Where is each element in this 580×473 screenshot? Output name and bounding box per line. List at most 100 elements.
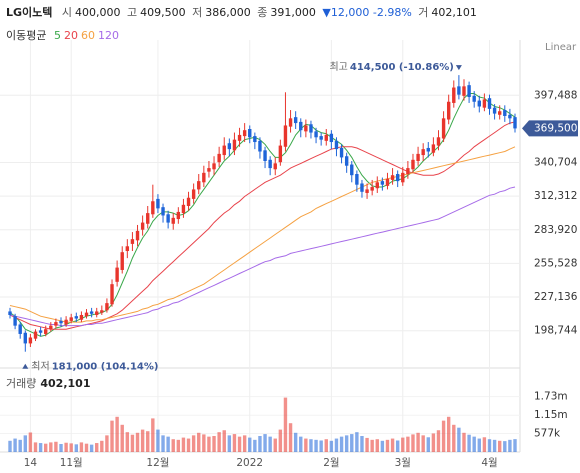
volume-bar bbox=[222, 430, 226, 452]
change: ▼12,000 -2.98% bbox=[322, 6, 412, 19]
volume-bar bbox=[95, 443, 99, 452]
volume-bar bbox=[365, 437, 369, 452]
volume-bar bbox=[186, 438, 191, 452]
candle-body bbox=[222, 145, 226, 156]
price-marker-label: 369,500 bbox=[534, 122, 577, 134]
y-tick-label: 283,920 bbox=[534, 224, 577, 236]
candle-body bbox=[120, 252, 124, 270]
candle-body bbox=[8, 311, 12, 315]
ma-legend-item: 60 bbox=[80, 29, 95, 42]
candle-body bbox=[130, 239, 135, 244]
ma-line bbox=[9, 186, 516, 327]
volume-bar bbox=[140, 429, 145, 452]
candle-body bbox=[89, 311, 94, 314]
volume-title: 거래량 402,101 bbox=[6, 377, 90, 390]
annotation-text: 최고 bbox=[329, 61, 347, 73]
volume-bar bbox=[23, 435, 28, 452]
volume-bar bbox=[268, 436, 272, 452]
volume-bar bbox=[64, 442, 68, 452]
candle-body bbox=[283, 125, 288, 147]
candle-body bbox=[497, 111, 502, 115]
candle-body bbox=[395, 174, 400, 182]
candle-body bbox=[151, 201, 155, 215]
volume-bar bbox=[380, 440, 385, 452]
volume-bar bbox=[309, 439, 313, 452]
candle-body bbox=[186, 197, 191, 206]
annotation: 최저 181,000 (104.14%) bbox=[31, 361, 158, 373]
volume-bar bbox=[84, 443, 89, 452]
candle-body bbox=[84, 312, 89, 317]
candle-body bbox=[253, 136, 257, 143]
volume-bar bbox=[487, 439, 492, 452]
candle-body bbox=[232, 139, 237, 151]
volume-bar bbox=[263, 434, 267, 452]
volume-bar bbox=[436, 430, 441, 452]
volume-title-value: 402,101 bbox=[40, 377, 90, 390]
candle-body bbox=[350, 164, 354, 176]
volume-bar bbox=[156, 429, 160, 452]
candle-body bbox=[360, 183, 364, 192]
candle-body bbox=[28, 337, 33, 344]
volume-bar bbox=[181, 437, 186, 452]
volume-bar bbox=[69, 443, 73, 452]
candle-body bbox=[263, 150, 267, 161]
candle-body bbox=[334, 140, 339, 150]
volume-bar bbox=[237, 436, 242, 452]
volume-bar bbox=[166, 436, 170, 452]
volume-bar bbox=[477, 438, 481, 452]
volume-bar bbox=[146, 431, 150, 452]
candle-body bbox=[355, 174, 359, 185]
field-label: 저 bbox=[192, 6, 203, 19]
volume-bar bbox=[355, 432, 359, 452]
volume-bar bbox=[242, 435, 247, 452]
ma-line bbox=[9, 93, 516, 337]
candle-body bbox=[237, 134, 242, 141]
volume-bar bbox=[125, 432, 130, 452]
candle-body bbox=[513, 117, 517, 129]
candle-body bbox=[477, 100, 481, 107]
volume-bar bbox=[248, 437, 252, 452]
header: LG이노텍 시 400,000 고 409,500 저 386,000 종 391,00… bbox=[6, 4, 480, 20]
candle-body bbox=[258, 140, 262, 152]
price-marker bbox=[522, 120, 578, 137]
volume-bar bbox=[462, 432, 466, 452]
field-value: 391,000 bbox=[270, 6, 316, 19]
volume-bar bbox=[329, 440, 334, 452]
y-tick-label: 340,704 bbox=[534, 157, 578, 169]
volume-bar bbox=[59, 444, 63, 452]
volume-bar bbox=[421, 435, 425, 452]
candle-body bbox=[385, 178, 390, 186]
volume-bar bbox=[89, 444, 94, 452]
candle-body bbox=[105, 303, 109, 311]
volume-bar bbox=[324, 439, 328, 452]
volume-bar bbox=[115, 416, 119, 452]
candle-body bbox=[135, 230, 140, 241]
volume-bar bbox=[197, 432, 201, 452]
volume-bar bbox=[390, 438, 395, 452]
candle-body bbox=[161, 207, 165, 216]
candle-body bbox=[38, 330, 43, 333]
candle-body bbox=[156, 198, 160, 209]
volume-bar bbox=[135, 432, 140, 452]
candle-body bbox=[411, 159, 415, 170]
candle-body bbox=[462, 86, 466, 96]
volume-bar bbox=[416, 432, 420, 452]
volume-bar bbox=[130, 434, 135, 452]
y-tick-label: 198,744 bbox=[534, 325, 578, 337]
volume-bar bbox=[406, 436, 410, 452]
volume-bar bbox=[503, 441, 507, 452]
candle-body bbox=[370, 187, 374, 191]
low-marker bbox=[22, 363, 29, 369]
volume-bar bbox=[482, 437, 487, 452]
candle-body bbox=[380, 181, 385, 185]
volume-bar bbox=[79, 442, 84, 452]
volume-bar bbox=[253, 439, 257, 452]
volume-tick-label: 577k bbox=[534, 428, 561, 440]
candle-body bbox=[401, 172, 405, 183]
candle-body bbox=[115, 267, 119, 282]
volume-bar bbox=[28, 432, 33, 452]
volume-bar bbox=[441, 420, 446, 452]
annotation-label: 414,500 (-10.86%) bbox=[350, 62, 454, 73]
candle-body bbox=[171, 217, 175, 224]
